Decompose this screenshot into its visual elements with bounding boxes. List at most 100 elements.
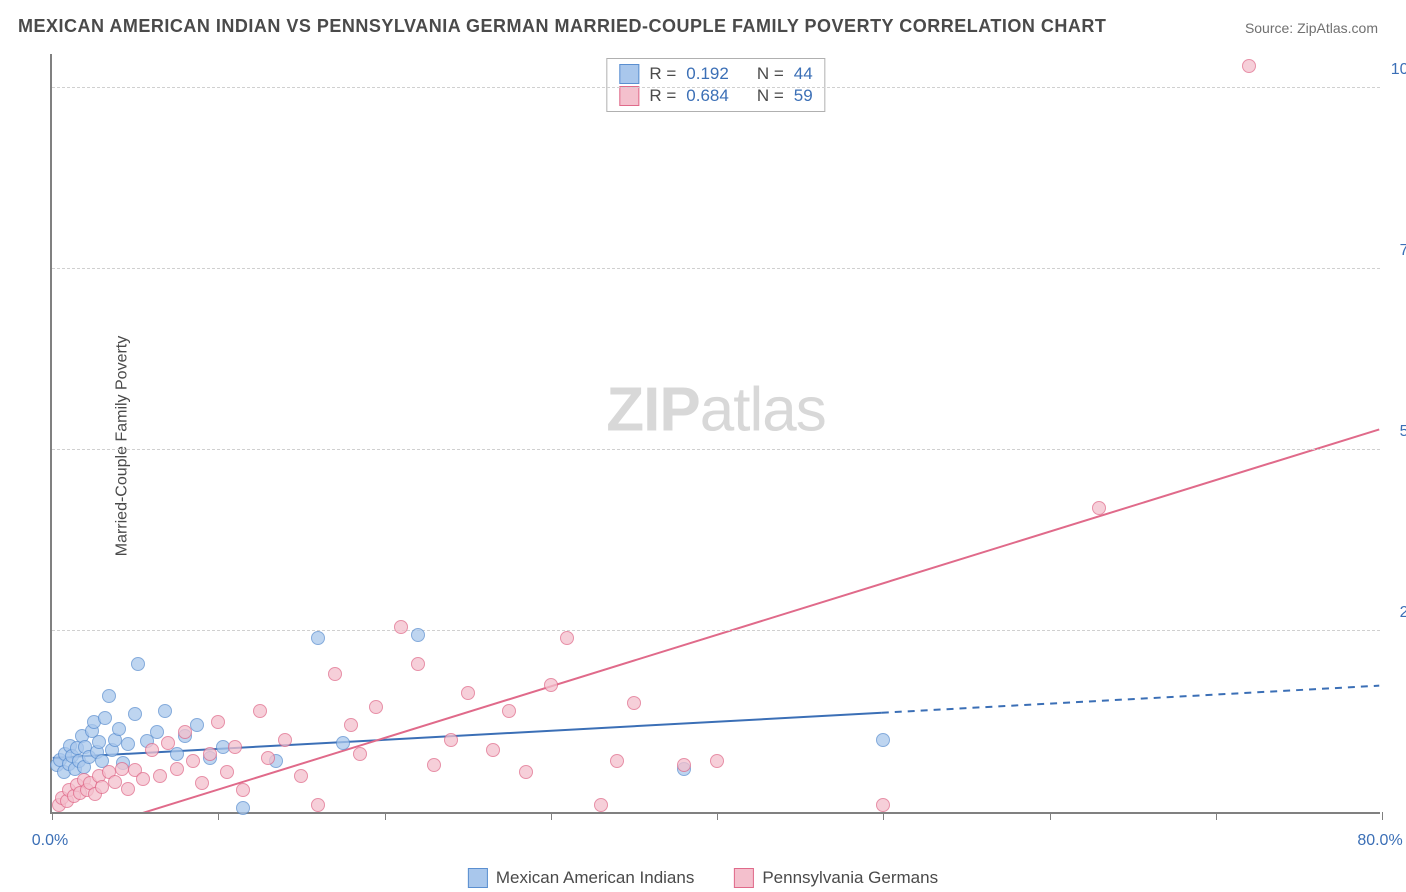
data-point [353, 747, 367, 761]
data-point [411, 657, 425, 671]
legend-r-label: R = [649, 86, 676, 106]
data-point [77, 773, 91, 787]
data-point [677, 758, 691, 772]
legend-swatch [734, 868, 754, 888]
x-tick [883, 812, 884, 820]
data-point [344, 718, 358, 732]
data-point [67, 789, 81, 803]
series-legend-item: Pennsylvania Germans [734, 868, 938, 888]
data-point [170, 762, 184, 776]
data-point [87, 715, 101, 729]
data-point [73, 786, 87, 800]
data-point [610, 754, 624, 768]
legend-swatch [619, 64, 639, 84]
data-point [92, 735, 106, 749]
y-tick-label: 25.0% [1385, 604, 1406, 622]
data-point [65, 749, 79, 763]
data-point [216, 740, 230, 754]
data-point [92, 769, 106, 783]
data-point [876, 733, 890, 747]
data-point [116, 756, 130, 770]
data-point [178, 725, 192, 739]
data-point [311, 798, 325, 812]
data-point [211, 715, 225, 729]
data-point [52, 798, 66, 812]
data-point [594, 798, 608, 812]
data-point [83, 776, 97, 790]
data-point [627, 696, 641, 710]
data-point [70, 741, 84, 755]
x-tick [551, 812, 552, 820]
data-point [278, 733, 292, 747]
data-point [95, 754, 109, 768]
y-tick-label: 75.0% [1385, 242, 1406, 260]
x-tick [1382, 812, 1383, 820]
data-point [145, 743, 159, 757]
data-point [190, 718, 204, 732]
legend-r-value: 0.684 [686, 86, 729, 106]
data-point [677, 762, 691, 776]
data-point [195, 776, 209, 790]
data-point [77, 760, 91, 774]
data-point [105, 743, 119, 757]
data-point [1092, 501, 1106, 515]
data-point [502, 704, 516, 718]
data-point [85, 724, 99, 738]
x-tick [218, 812, 219, 820]
data-point [710, 754, 724, 768]
data-point [78, 740, 92, 754]
data-point [186, 754, 200, 768]
data-point [115, 762, 129, 776]
data-point [80, 783, 94, 797]
data-point [50, 758, 64, 772]
x-tick-label: 0.0% [32, 832, 68, 850]
data-point [72, 754, 86, 768]
series-legend-item: Mexican American Indians [468, 868, 694, 888]
x-tick [52, 812, 53, 820]
data-point [328, 667, 342, 681]
data-point [60, 794, 74, 808]
legend-n-label: N = [757, 86, 784, 106]
data-point [311, 631, 325, 645]
data-point [63, 739, 77, 753]
x-tick [717, 812, 718, 820]
data-point [1242, 59, 1256, 73]
x-tick [1050, 812, 1051, 820]
legend-row: R =0.192N =44 [619, 63, 812, 85]
chart-title: MEXICAN AMERICAN INDIAN VS PENNSYLVANIA … [18, 16, 1106, 37]
data-point [560, 631, 574, 645]
data-point [57, 765, 71, 779]
data-point [236, 801, 250, 815]
data-point [128, 763, 142, 777]
data-point [228, 740, 242, 754]
data-point [158, 704, 172, 718]
data-point [519, 765, 533, 779]
data-point [876, 798, 890, 812]
data-point [58, 747, 72, 761]
x-tick-label: 80.0% [1357, 832, 1402, 850]
data-point [75, 729, 89, 743]
x-tick [385, 812, 386, 820]
data-point [121, 782, 135, 796]
data-point [82, 750, 96, 764]
data-point [121, 737, 135, 751]
data-point [128, 707, 142, 721]
data-point [369, 700, 383, 714]
data-point [203, 751, 217, 765]
data-point [336, 736, 350, 750]
legend-swatch [468, 868, 488, 888]
legend-r-value: 0.192 [686, 64, 729, 84]
data-point [62, 783, 76, 797]
data-point [269, 754, 283, 768]
data-point [55, 791, 69, 805]
data-point [220, 765, 234, 779]
data-point [90, 745, 104, 759]
data-point [294, 769, 308, 783]
data-point [108, 775, 122, 789]
data-point [102, 765, 116, 779]
data-point [150, 725, 164, 739]
source-attribution: Source: ZipAtlas.com [1245, 20, 1378, 36]
regression-lines [52, 54, 1380, 812]
data-point [62, 757, 76, 771]
gridline [52, 449, 1380, 450]
